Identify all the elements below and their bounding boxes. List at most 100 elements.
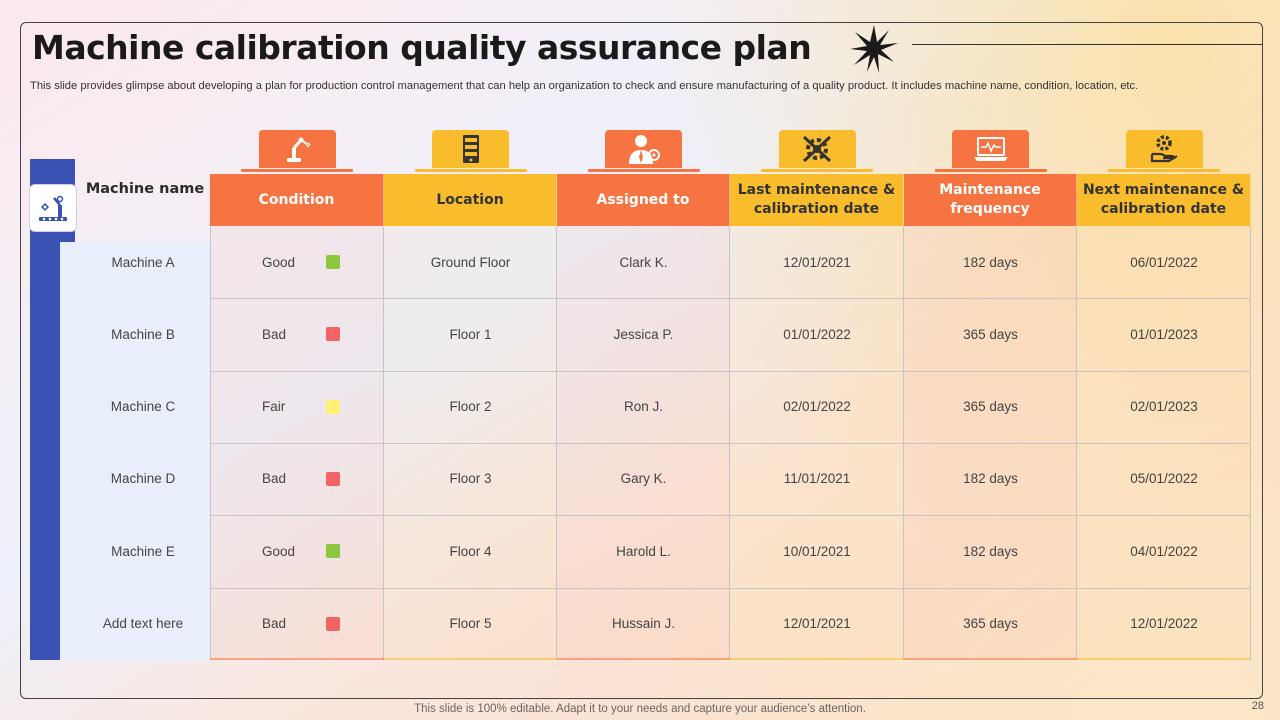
- table-cell-frequency: 365 days: [963, 399, 1018, 415]
- condition-status-indicator: [326, 327, 340, 342]
- column-header: Assigned to: [557, 174, 730, 226]
- condition-label: Good: [262, 543, 296, 559]
- table-cell-frequency: 365 days: [963, 616, 1018, 631]
- column-bottom-accent: [210, 658, 384, 660]
- table-cell-frequency: 182 days: [963, 254, 1018, 270]
- server-rack-icon: [462, 135, 479, 163]
- table-cell-assigned: Clark K.: [619, 254, 668, 270]
- table-cell-assigned: Hussain J.: [611, 616, 676, 631]
- row-divider: [210, 298, 1251, 300]
- condition-label: Fair: [262, 399, 286, 415]
- machine-name-cell: Machine A: [111, 254, 175, 270]
- header-tab-underline: [1108, 169, 1220, 172]
- slide-footer: This slide is 100% editable. Adapt it to…: [414, 703, 866, 715]
- table-cell-next: 12/01/2022: [1130, 616, 1198, 631]
- machine-name-cell: Machine B: [111, 326, 175, 342]
- robot-arm-icon: [39, 195, 67, 221]
- column-header: Location: [384, 174, 557, 226]
- condition-status-indicator: [326, 255, 340, 269]
- header-tab-underline: [587, 169, 700, 172]
- column-bottom-accent: [904, 658, 1077, 660]
- column-bottom-accent: [557, 658, 730, 660]
- table-cell-condition: Bad: [210, 588, 384, 660]
- column-bottom-accent: [1077, 658, 1251, 660]
- table-cell-last: 01/01/2022: [783, 326, 851, 342]
- column-header: Last maintenance & calibration date: [730, 174, 904, 226]
- condition-status-indicator: [326, 471, 340, 486]
- column-header: Next maintenance & calibration date: [1077, 174, 1251, 226]
- robot-arm-icon: [287, 137, 311, 162]
- table-cell-next: 02/01/2023: [1130, 399, 1198, 415]
- calibration-table: Condition Location Assigned to Last mainten…: [210, 174, 1251, 660]
- header-tab-underline: [761, 169, 873, 172]
- machine-name-cell: Add text here: [102, 616, 184, 631]
- condition-label: Bad: [262, 471, 287, 487]
- table-cell-frequency: 182 days: [963, 543, 1018, 559]
- header-tab-underline: [414, 169, 527, 172]
- machine-name-column: [60, 242, 210, 660]
- machine-name-cell: Machine D: [110, 471, 176, 487]
- table-cell-assigned: Harold L.: [616, 543, 671, 559]
- header-icon-tab: [1125, 130, 1203, 168]
- starburst-icon: [850, 25, 898, 73]
- machine-badge: [29, 184, 77, 232]
- tools-gear-icon: [802, 135, 832, 163]
- table-cell-frequency: 182 days: [963, 471, 1018, 487]
- table-body: Good Ground Floor Clark K. 12/01/2021 182 da…: [210, 226, 1251, 660]
- header-icon-tab: [778, 130, 856, 168]
- column-bottom-accent: [384, 658, 557, 660]
- table-cell-frequency: 365 days: [963, 326, 1018, 342]
- table-cell-next: 06/01/2022: [1130, 254, 1198, 270]
- table-cell-assigned: Ron J.: [623, 399, 664, 415]
- machine-name-cell: Machine C: [110, 399, 176, 415]
- laptop-monitor-icon: [973, 137, 1008, 161]
- table-cell-last: 12/01/2021: [783, 254, 851, 270]
- table-cell-next: 01/01/2023: [1130, 326, 1198, 342]
- slide-subtitle: This slide provides glimpse about develo…: [30, 80, 1139, 92]
- header-tab-underline: [934, 169, 1047, 172]
- table-cell-location: Floor 5: [449, 616, 492, 631]
- condition-status-indicator: [326, 544, 340, 559]
- column-header: Maintenance frequency: [904, 174, 1077, 226]
- header-icon-tab: [258, 130, 336, 168]
- hand-gear-icon: [1150, 135, 1178, 163]
- condition-status-indicator: [326, 616, 340, 631]
- row-divider: [210, 587, 1251, 589]
- table-cell-last: 10/01/2021: [783, 543, 851, 559]
- header-icon-tab: [952, 130, 1029, 168]
- table-cell-last: 11/01/2021: [783, 471, 851, 487]
- condition-label: Good: [262, 254, 296, 270]
- table-cell-location: Floor 2: [449, 399, 492, 415]
- row-divider: [210, 370, 1251, 372]
- slide-frame: [20, 22, 1263, 699]
- header-icon-tab: [605, 130, 682, 168]
- table-cell-location: Floor 1: [449, 326, 492, 342]
- table-cell-next: 04/01/2022: [1130, 543, 1198, 559]
- table-cell-assigned: Jessica P.: [613, 326, 674, 342]
- background-glow-bottom: [380, 220, 1280, 720]
- page-number: 28: [1251, 700, 1264, 712]
- engineer-icon: [628, 135, 660, 164]
- table-cell-condition: Good: [210, 515, 384, 587]
- title-rule: [912, 44, 1262, 45]
- table-cell-condition: Good: [210, 226, 384, 298]
- column-bottom-accent: [730, 658, 904, 660]
- slide-title: Machine calibration quality assurance pl…: [32, 28, 812, 67]
- table-cell-condition: Fair: [210, 371, 384, 443]
- table-cell-last: 02/01/2022: [783, 399, 851, 415]
- table-cell-location: Ground Floor: [430, 254, 511, 270]
- table-cell-location: Floor 4: [449, 543, 492, 559]
- table-cell-next: 05/01/2022: [1130, 471, 1198, 487]
- table-cell-condition: Bad: [210, 443, 384, 515]
- header-icon-tab: [432, 130, 509, 168]
- table-cell-condition: Bad: [210, 298, 384, 370]
- column-header: Condition: [210, 174, 384, 226]
- condition-status-indicator: [326, 399, 340, 414]
- table-cell-last: 12/01/2021: [783, 616, 851, 631]
- table-cell-location: Floor 3: [449, 471, 492, 487]
- row-divider: [210, 515, 1251, 517]
- table-cell-assigned: Gary K.: [620, 471, 667, 487]
- machine-name-header: Machine name: [85, 181, 205, 197]
- condition-label: Bad: [262, 326, 287, 342]
- header-tab-underline: [241, 169, 353, 172]
